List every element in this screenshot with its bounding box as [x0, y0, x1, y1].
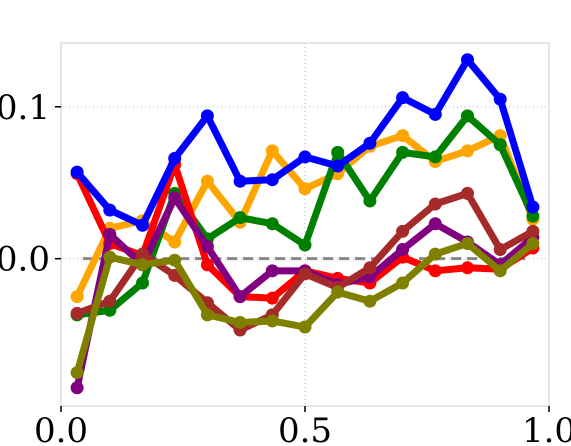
data-point: [461, 261, 475, 275]
data-point: [493, 92, 507, 106]
data-point: [461, 186, 475, 200]
data-point: [396, 276, 410, 290]
data-point: [331, 285, 345, 299]
data-point: [70, 381, 84, 395]
data-point: [396, 224, 410, 238]
series-lines: [70, 53, 540, 395]
data-point: [233, 211, 247, 225]
data-point: [428, 264, 442, 278]
data-point: [331, 159, 345, 173]
data-point: [103, 250, 117, 264]
data-point: [135, 218, 149, 232]
x-tick-label: 0.0: [34, 411, 88, 446]
data-point: [70, 165, 84, 179]
data-point: [298, 182, 312, 196]
data-point: [363, 261, 377, 275]
y-tick-label: 0.0: [0, 240, 50, 280]
data-point: [363, 294, 377, 308]
data-point: [396, 91, 410, 105]
data-point: [526, 236, 540, 250]
data-point: [265, 173, 279, 187]
data-point: [168, 191, 182, 205]
data-point: [298, 267, 312, 281]
data-point: [461, 109, 475, 123]
data-point: [493, 264, 507, 278]
data-point: [168, 235, 182, 249]
data-point: [168, 253, 182, 267]
data-point: [428, 197, 442, 211]
data-point: [298, 150, 312, 164]
data-point: [135, 258, 149, 272]
data-point: [103, 227, 117, 241]
data-point: [331, 145, 345, 159]
series-line: [73, 56, 537, 229]
data-point: [135, 247, 149, 261]
data-point: [526, 224, 540, 238]
data-point: [233, 174, 247, 188]
data-point: [461, 144, 475, 158]
data-point: [526, 209, 540, 223]
data-point: [298, 320, 312, 334]
data-point: [396, 129, 410, 143]
series-5: [70, 236, 540, 380]
data-point: [493, 243, 507, 257]
data-point: [493, 138, 507, 152]
data-point: [70, 290, 84, 304]
data-point: [461, 236, 475, 250]
data-point: [396, 243, 410, 257]
data-point: [265, 291, 279, 305]
data-point: [428, 150, 442, 164]
data-point: [461, 53, 475, 67]
data-point: [70, 306, 84, 320]
data-point: [526, 200, 540, 214]
data-point: [168, 151, 182, 165]
data-point: [200, 174, 214, 188]
data-point: [135, 276, 149, 290]
data-point: [103, 203, 117, 217]
data-point: [70, 366, 84, 380]
y-tick-label: 0.1: [0, 88, 50, 128]
data-point: [396, 145, 410, 159]
data-point: [265, 217, 279, 231]
data-point: [363, 194, 377, 208]
data-point: [233, 290, 247, 304]
data-point: [265, 144, 279, 158]
data-point: [200, 308, 214, 322]
data-point: [428, 107, 442, 121]
axis-ticks: 0.0 0.5 1.0 0.0 0.1: [0, 88, 571, 446]
data-point: [200, 240, 214, 254]
data-point: [363, 136, 377, 150]
data-point: [103, 294, 117, 308]
series-6: [70, 53, 540, 232]
data-point: [200, 109, 214, 123]
data-point: [265, 264, 279, 278]
data-point: [200, 258, 214, 272]
data-point: [428, 247, 442, 261]
data-point: [298, 238, 312, 252]
x-tick-label: 1.0: [522, 411, 571, 446]
data-point: [103, 303, 117, 317]
data-point: [233, 315, 247, 329]
x-tick-label: 0.5: [278, 411, 332, 446]
data-point: [428, 217, 442, 231]
data-point: [265, 314, 279, 328]
